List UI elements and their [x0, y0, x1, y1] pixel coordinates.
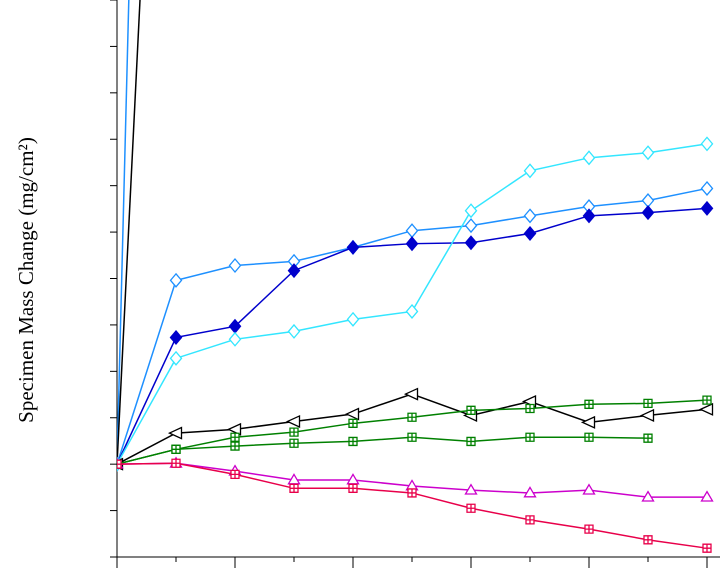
data-point: [700, 200, 714, 216]
data-point: [169, 350, 183, 366]
data-point: [285, 414, 301, 428]
data-point: [582, 150, 596, 166]
data-point: [643, 433, 653, 443]
data-point: [700, 136, 714, 152]
data-point: [117, 459, 122, 469]
data-point: [582, 208, 596, 224]
data-point: [405, 236, 419, 252]
data-point: [584, 399, 594, 409]
data-point: [698, 402, 714, 416]
data-point: [700, 490, 714, 502]
series-line: [117, 399, 708, 465]
data-point: [641, 490, 655, 502]
data-point: [580, 415, 596, 429]
data-point: [466, 436, 476, 447]
data-point: [405, 303, 419, 319]
data-point: [405, 223, 419, 239]
data-point: [525, 403, 535, 414]
data-point: [700, 180, 714, 196]
data-point: [702, 395, 712, 405]
data-point: [287, 323, 301, 339]
data-point: [407, 488, 417, 498]
data-point: [230, 432, 240, 442]
data-point: [641, 193, 655, 209]
y-axis-label: Specimen Mass Change (mg/cm²): [14, 137, 38, 423]
data-point: [523, 486, 537, 498]
data-point: [702, 543, 712, 553]
series-line: [117, 0, 141, 465]
data-point: [464, 483, 478, 495]
data-point: [464, 235, 478, 251]
data-point: [169, 272, 183, 288]
series-line: [117, 0, 130, 465]
data-point: [584, 432, 594, 442]
series-line: [117, 462, 708, 549]
data-point: [230, 441, 240, 451]
data-point: [466, 503, 476, 513]
plot-area: [117, 0, 714, 553]
data-point: [523, 163, 537, 179]
data-point: [348, 483, 358, 493]
data-point: [228, 331, 242, 347]
data-point: [464, 218, 478, 234]
data-point: [348, 418, 358, 428]
data-point: [346, 311, 360, 327]
series-line: [117, 436, 649, 465]
data-point: [523, 208, 537, 224]
data-point: [346, 473, 360, 485]
data-point: [230, 469, 240, 480]
data-point: [289, 483, 299, 493]
data-point: [228, 257, 242, 274]
data-point: [344, 407, 360, 421]
data-point: [466, 405, 476, 415]
data-point: [582, 483, 596, 495]
data-point: [289, 438, 299, 448]
data-point: [169, 329, 183, 345]
data-point: [525, 432, 535, 442]
data-point: [641, 145, 655, 161]
data-point: [226, 422, 242, 436]
data-point: [287, 263, 301, 279]
series-line: [117, 393, 708, 465]
data-point: [641, 205, 655, 221]
data-point: [643, 535, 653, 545]
data-point: [464, 203, 478, 219]
data-point: [407, 432, 417, 442]
data-point: [403, 387, 419, 401]
data-point: [584, 524, 594, 534]
data-point: [643, 398, 653, 409]
data-point: [346, 239, 360, 255]
data-point: [289, 427, 299, 437]
data-point: [407, 412, 417, 422]
data-point: [167, 426, 183, 440]
data-point: [171, 458, 181, 468]
data-point: [523, 225, 537, 241]
data-point: [525, 515, 535, 525]
data-point: [639, 408, 655, 422]
data-point: [348, 436, 358, 447]
data-point: [171, 444, 181, 454]
